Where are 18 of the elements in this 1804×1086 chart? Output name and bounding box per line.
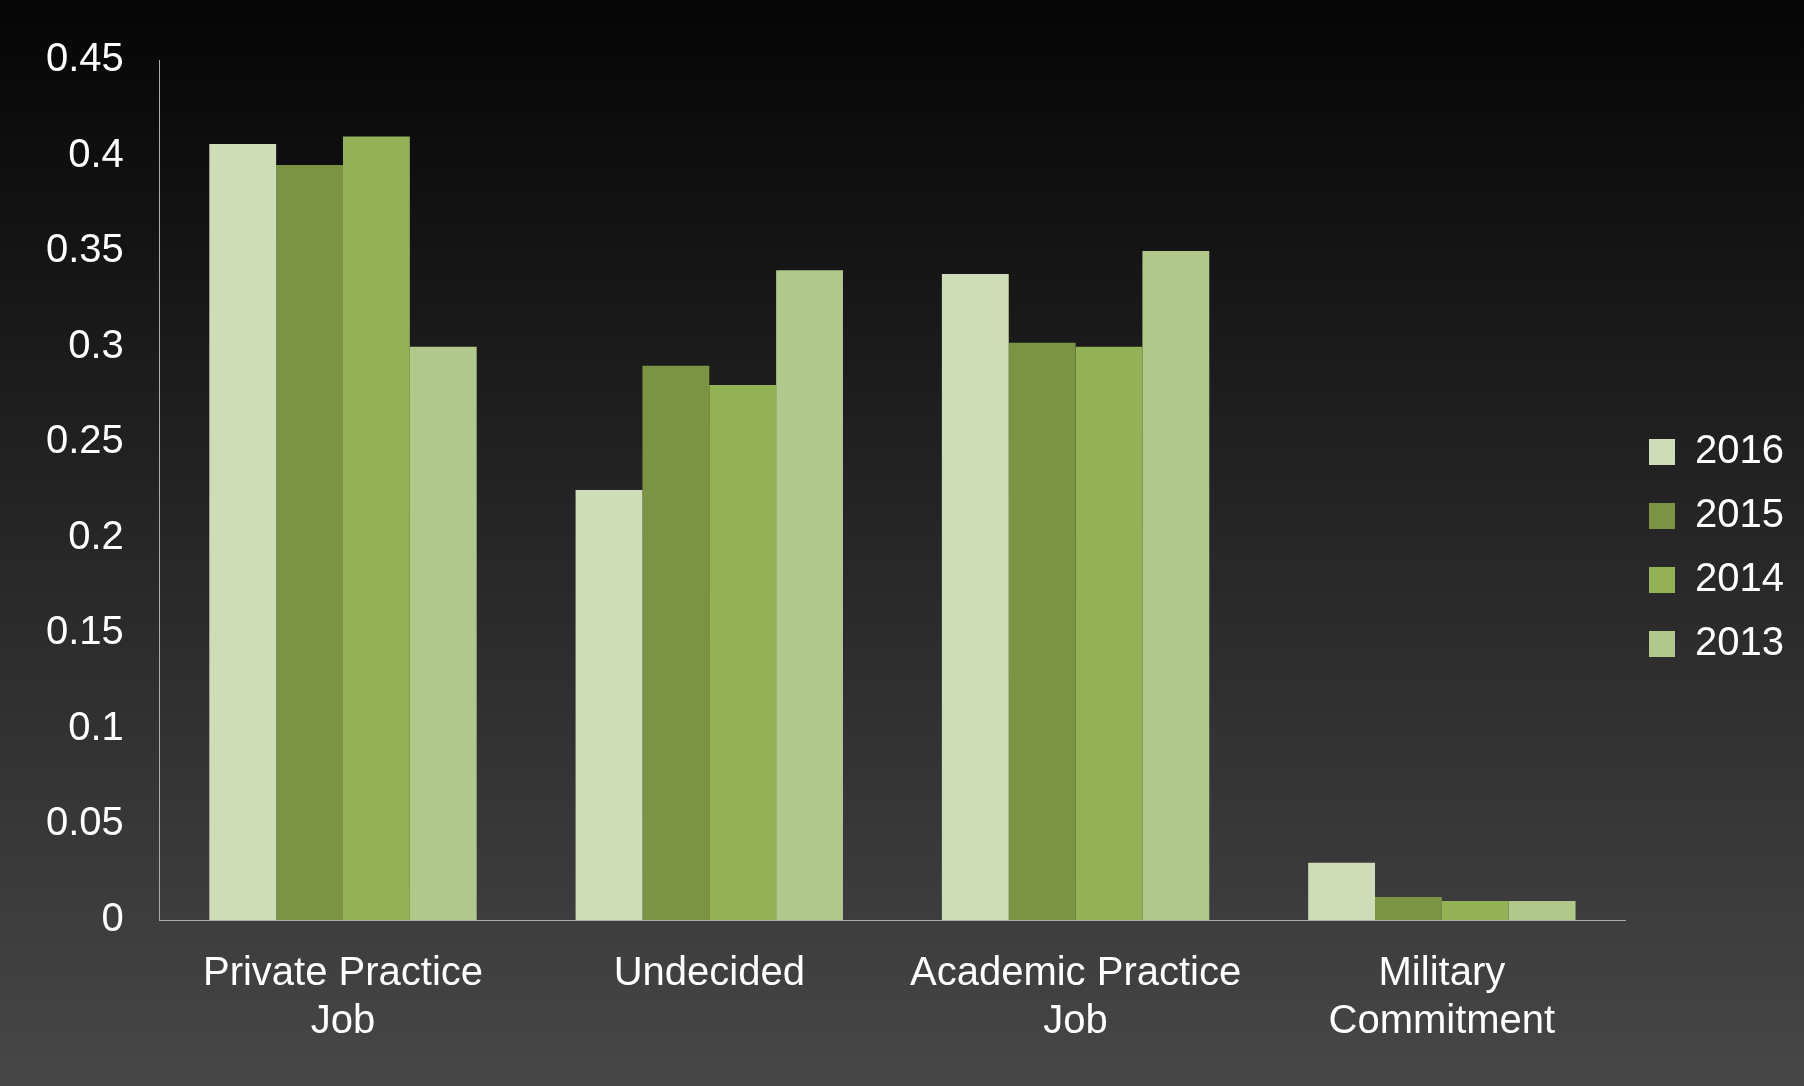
y-tick-label: 0.45 [45,35,124,80]
y-tick-label: 0.2 [68,512,124,557]
legend-label: 2014 [1695,555,1784,600]
legend-label: 2013 [1695,619,1784,664]
y-tick-label: 0.35 [45,226,124,271]
y-tick-label: 0.05 [45,799,124,844]
x-tick-label: Academic Practice Job [909,949,1242,1042]
y-tick-label: 0.3 [68,321,124,366]
legend-label: 2015 [1695,491,1784,536]
y-tick-label: 0.1 [68,703,124,748]
y-tick-label: 0 [101,895,124,940]
x-tick-label: Undecided [613,949,805,994]
legend-label: 2016 [1695,427,1784,472]
x-tick-label: Private Practice Job [202,949,484,1042]
y-tick-label: 0.25 [45,417,124,462]
y-tick-label: 0.4 [68,130,124,175]
x-tick-label: Military Commitment [1328,949,1556,1042]
y-tick-label: 0.15 [45,608,124,653]
